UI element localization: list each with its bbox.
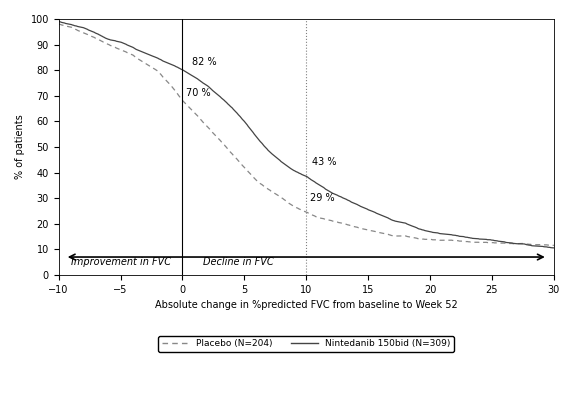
- Y-axis label: % of patients: % of patients: [15, 115, 25, 179]
- Text: 70 %: 70 %: [186, 88, 211, 98]
- Legend: Placebo (N=204), Nintedanib 150bid (N=309): Placebo (N=204), Nintedanib 150bid (N=30…: [158, 336, 454, 352]
- Text: 43 %: 43 %: [312, 157, 337, 167]
- Text: 29 %: 29 %: [310, 193, 335, 203]
- Text: 82 %: 82 %: [193, 57, 217, 67]
- X-axis label: Absolute change in %predicted FVC from baseline to Week 52: Absolute change in %predicted FVC from b…: [155, 300, 458, 310]
- Text: Improvement in FVC: Improvement in FVC: [71, 257, 171, 267]
- Text: Decline in FVC: Decline in FVC: [203, 257, 274, 267]
